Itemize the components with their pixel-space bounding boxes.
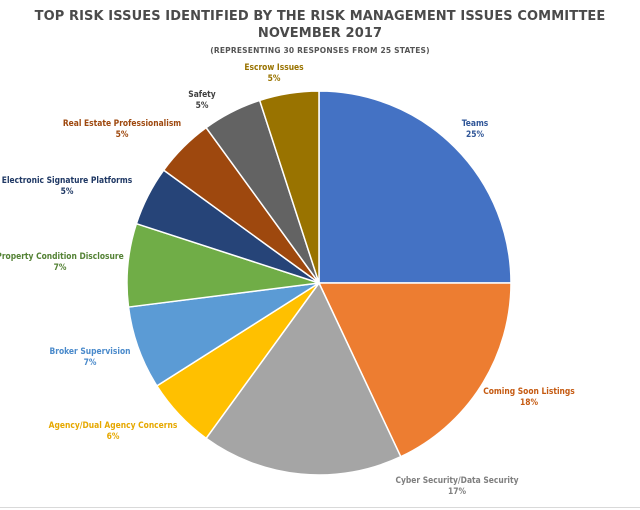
chart-subtitle: (REPRESENTING 30 RESPONSES FROM 25 STATE… bbox=[210, 46, 430, 55]
slice-label-9: Escrow Issues bbox=[244, 62, 304, 72]
slice-value-5: 7% bbox=[54, 262, 67, 272]
slice-label-0: Teams bbox=[462, 118, 489, 128]
chart-title-line-1: TOP RISK ISSUES IDENTIFIED BY THE RISK M… bbox=[34, 9, 606, 24]
slice-label-1: Coming Soon Listings bbox=[483, 386, 575, 396]
slice-value-2: 17% bbox=[448, 486, 466, 496]
slice-label-8: Safety bbox=[188, 89, 215, 99]
slice-value-8: 5% bbox=[196, 100, 209, 110]
chart-frame-bottom bbox=[0, 507, 640, 508]
pie-slice-2 bbox=[205, 282, 402, 476]
slice-value-0: 25% bbox=[466, 129, 484, 139]
slice-label-5: Property Condition Disclosure bbox=[0, 251, 124, 261]
slice-label-6: Electronic Signature Platforms bbox=[2, 175, 133, 185]
chart-title-line-2: NOVEMBER 2017 bbox=[257, 26, 383, 41]
slice-value-1: 18% bbox=[520, 397, 538, 407]
pie-slice-1 bbox=[318, 282, 512, 458]
chart-titles: TOP RISK ISSUES IDENTIFIED BY THE RISK M… bbox=[0, 8, 640, 55]
pie-slices bbox=[126, 90, 512, 476]
slice-label-4: Broker Supervision bbox=[50, 346, 131, 356]
slice-value-7: 5% bbox=[116, 129, 129, 139]
pie-slice-0 bbox=[318, 90, 512, 284]
slice-value-3: 6% bbox=[107, 431, 120, 441]
slice-value-6: 5% bbox=[61, 186, 74, 196]
slice-value-9: 5% bbox=[268, 73, 281, 83]
pie-slice-9 bbox=[258, 90, 320, 284]
slice-label-7: Real Estate Professionalism bbox=[63, 118, 181, 128]
slice-label-2: Cyber Security/Data Security bbox=[395, 475, 518, 485]
slice-value-4: 7% bbox=[84, 357, 97, 367]
slice-label-3: Agency/Dual Agency Concerns bbox=[49, 420, 178, 430]
